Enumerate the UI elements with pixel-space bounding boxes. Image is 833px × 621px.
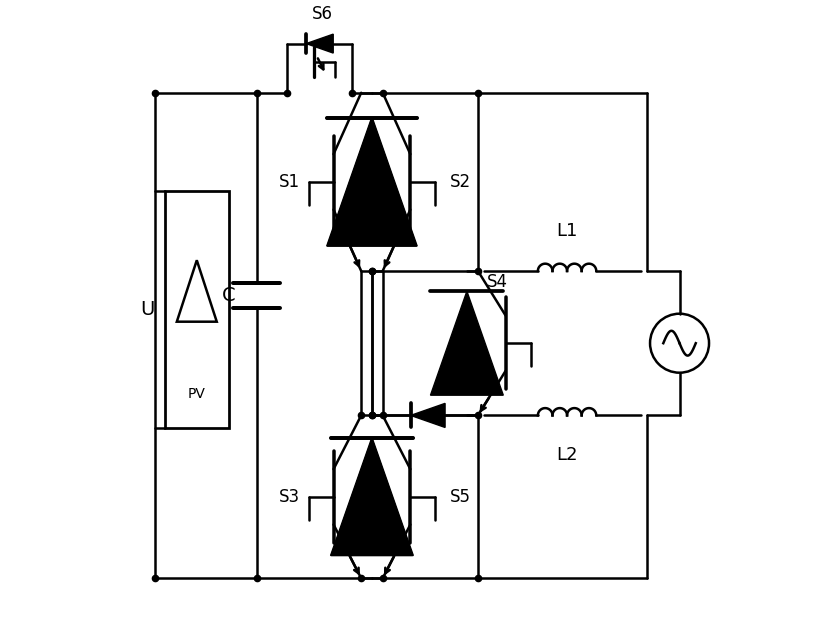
Text: C: C <box>222 286 236 305</box>
Text: L1: L1 <box>556 222 578 240</box>
Text: S6: S6 <box>312 5 333 23</box>
Text: S5: S5 <box>450 488 471 506</box>
Text: U: U <box>140 300 154 319</box>
Polygon shape <box>431 291 503 395</box>
Polygon shape <box>307 34 333 53</box>
Polygon shape <box>411 404 445 427</box>
FancyBboxPatch shape <box>165 191 229 428</box>
Text: S1: S1 <box>279 173 300 191</box>
Text: L2: L2 <box>556 446 578 465</box>
Polygon shape <box>327 118 417 246</box>
Text: S4: S4 <box>486 273 508 291</box>
Polygon shape <box>177 260 217 322</box>
Text: S2: S2 <box>450 173 471 191</box>
Polygon shape <box>332 438 413 555</box>
Polygon shape <box>331 438 412 555</box>
Polygon shape <box>327 118 416 246</box>
Text: PV: PV <box>188 387 206 401</box>
Text: S3: S3 <box>279 488 300 506</box>
